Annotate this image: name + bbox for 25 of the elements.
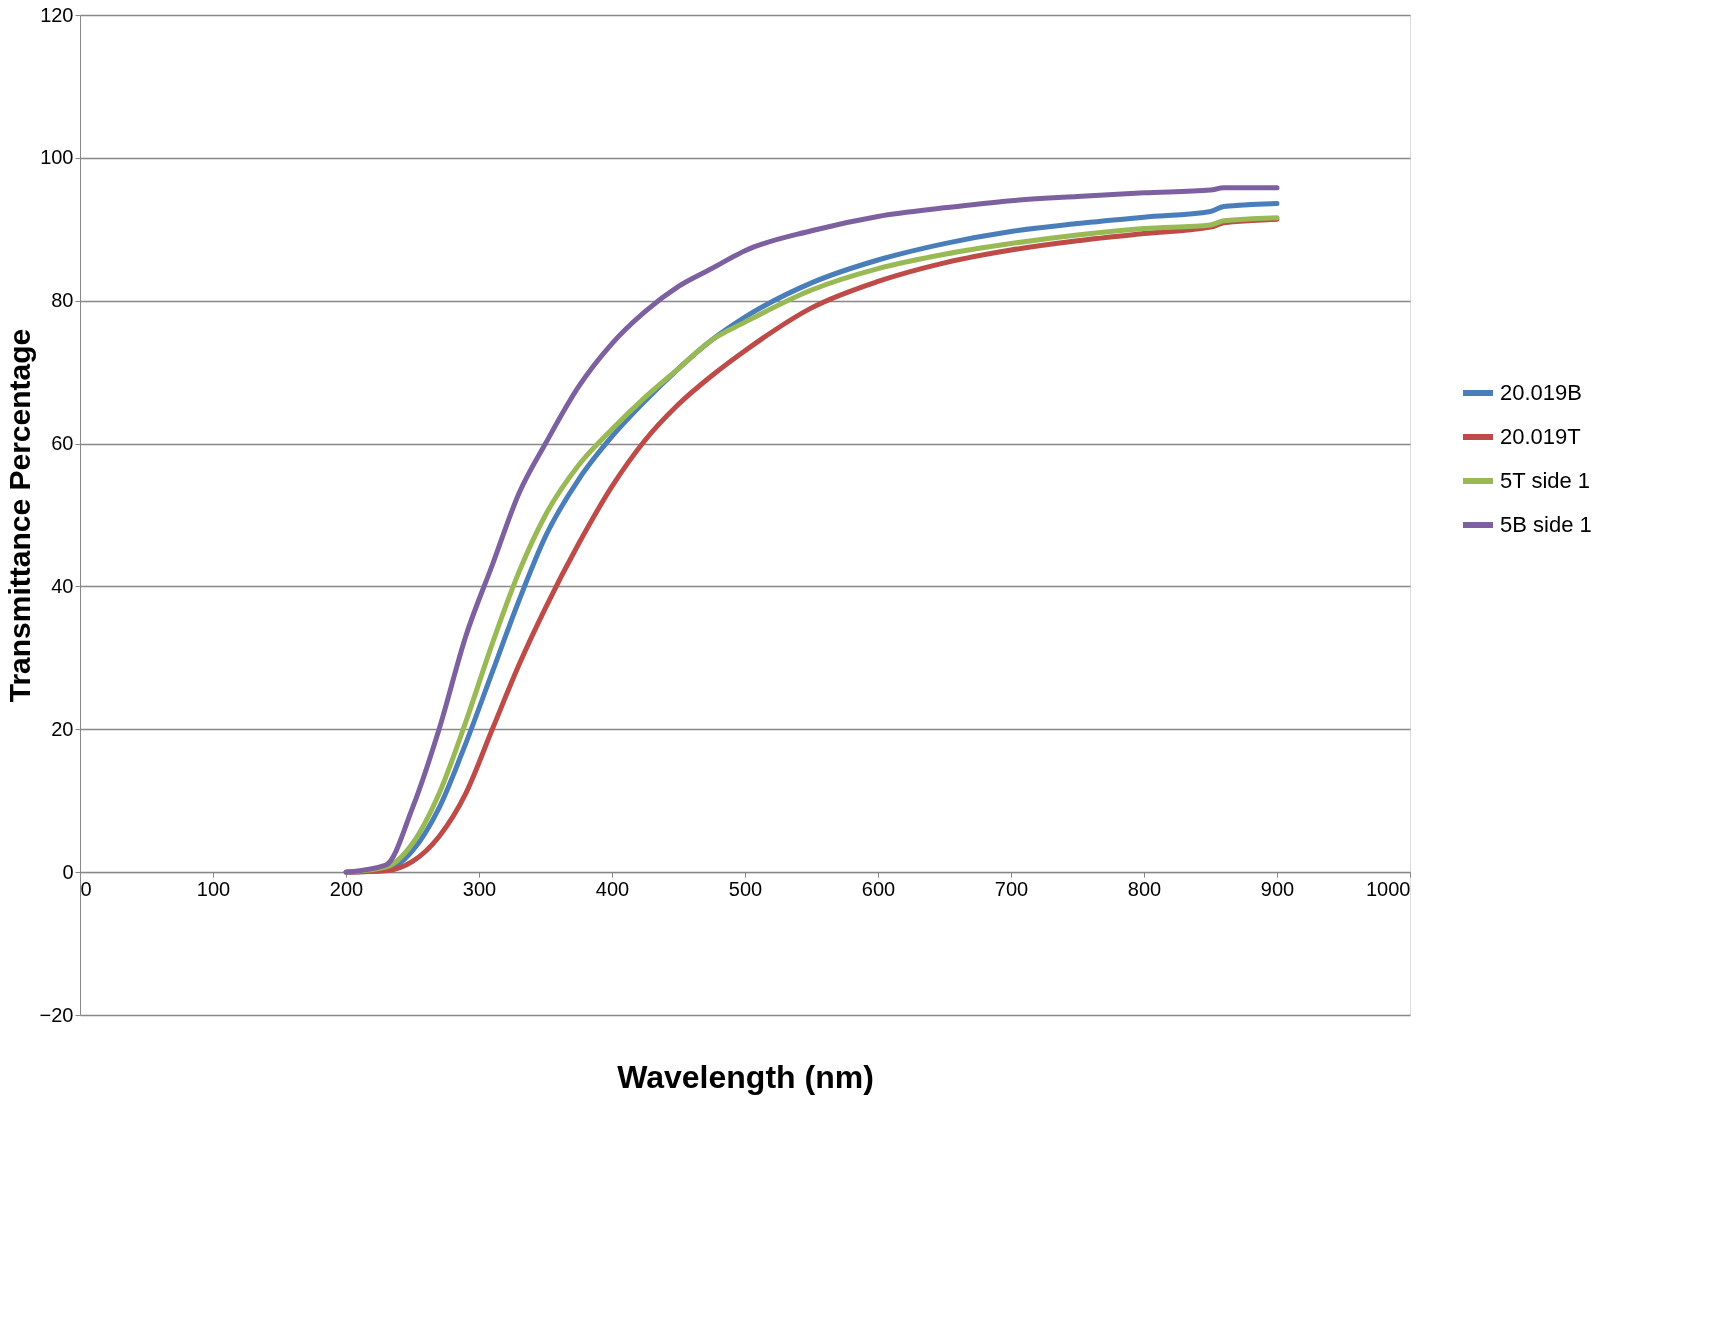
legend-label: 5B side 1: [1500, 512, 1592, 537]
x-tick-label: 300: [462, 877, 497, 900]
x-tick-label: 1000: [1366, 877, 1411, 900]
x-tick-label: 700: [994, 877, 1029, 900]
x-tick-label: 600: [861, 877, 896, 900]
x-tick-label: 900: [1260, 877, 1295, 900]
legend-label: 20.019T: [1500, 424, 1581, 449]
y-tick-label: 0: [62, 860, 74, 883]
y-tick-label: 100: [40, 146, 74, 169]
y-tick-label: −20: [39, 1003, 74, 1026]
x-tick-label: 500: [728, 877, 763, 900]
y-tick-label: 60: [51, 432, 74, 455]
x-tick-label: 200: [329, 877, 364, 900]
legend-label: 5T side 1: [1500, 468, 1591, 493]
x-tick-label: 0: [80, 877, 92, 900]
y-axis-title: Transmittance Percentage: [2, 328, 36, 703]
y-tick-label: 20: [51, 717, 74, 740]
x-tick-label: 100: [196, 877, 231, 900]
legend-label: 20.019B: [1500, 380, 1582, 405]
x-tick-label: 800: [1127, 877, 1162, 900]
x-tick-label: 400: [595, 877, 630, 900]
x-axis-title: Wavelength (nm): [617, 1058, 874, 1095]
y-tick-label: 80: [51, 289, 74, 312]
y-tick-label: 40: [51, 574, 74, 597]
y-tick-label: 120: [40, 3, 74, 26]
